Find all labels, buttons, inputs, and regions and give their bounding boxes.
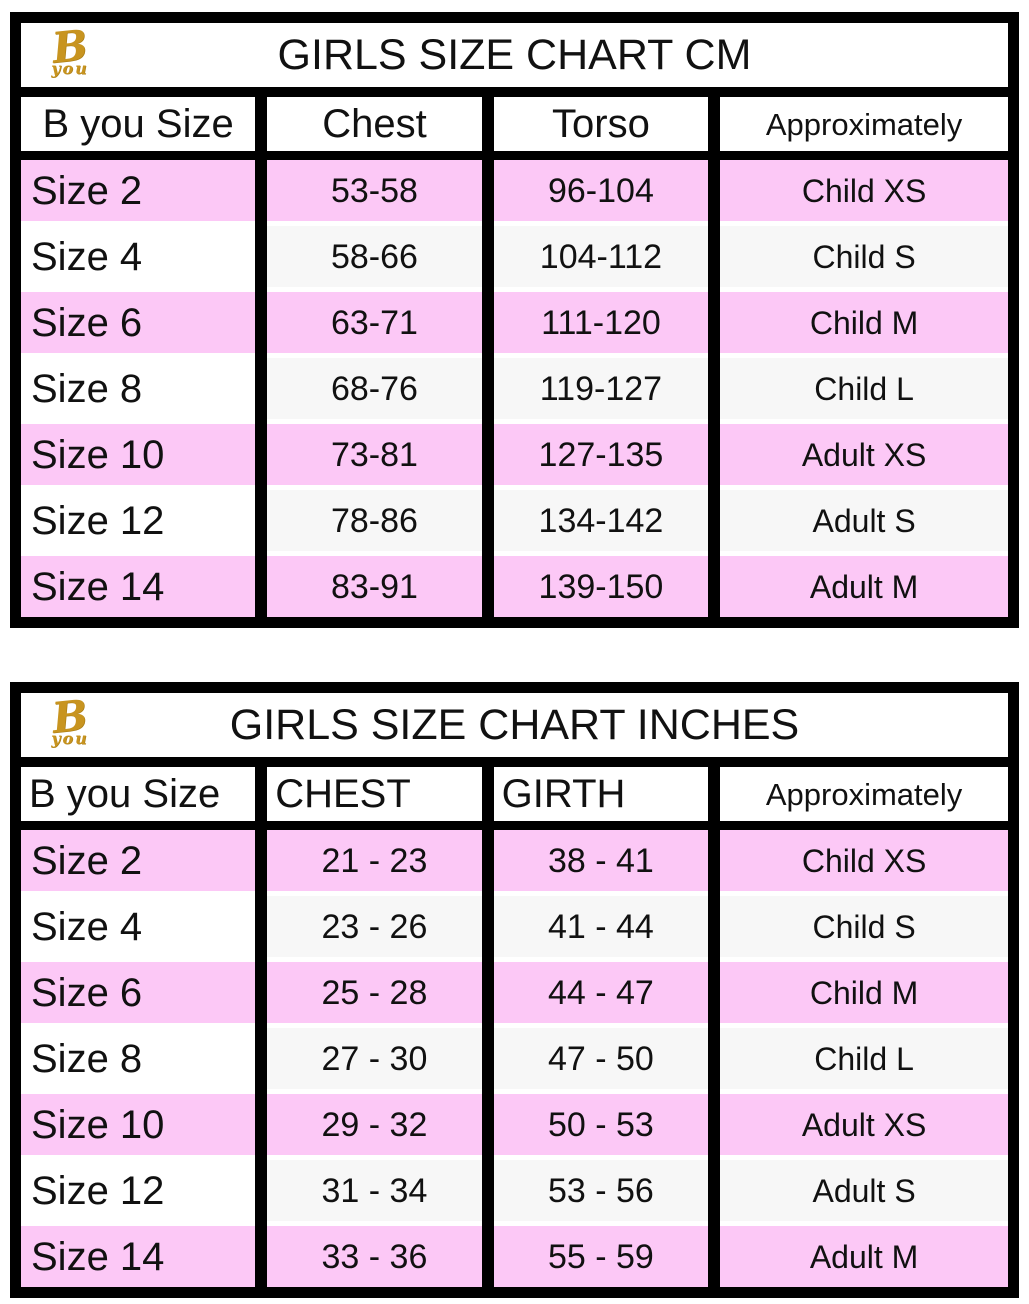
header-row: B you Size Chest Torso Approximately: [15, 92, 1014, 160]
table-row: Size 8 27 - 30 47 - 50 Child L: [15, 1023, 1014, 1092]
table-title-cell: B you GIRLS SIZE CHART INCHES: [15, 687, 1014, 767]
approx-cell: Adult S: [708, 1155, 1014, 1224]
brand-you-text: you: [51, 59, 89, 78]
chest-cell: 25 - 28: [255, 957, 488, 1026]
chest-cell: 31 - 34: [255, 1155, 488, 1224]
size-cell: Size 10: [15, 419, 262, 488]
b-you-logo: B you: [33, 20, 107, 78]
title-row: B you GIRLS SIZE CHART INCHES: [15, 687, 1014, 767]
header-approximately: Approximately: [708, 762, 1014, 830]
approx-cell: Child XS: [708, 823, 1014, 894]
size-cell: Size 12: [15, 1155, 262, 1224]
header-approximately: Approximately: [708, 92, 1014, 160]
table-row: Size 8 68-76 119-127 Child L: [15, 353, 1014, 422]
approx-cell: Adult M: [708, 551, 1014, 623]
chest-cell: 29 - 32: [255, 1089, 488, 1158]
size-cell: Size 4: [15, 221, 262, 290]
table-title-cell: B you GIRLS SIZE CHART CM: [15, 17, 1014, 97]
header-size: B you Size: [15, 92, 262, 160]
chest-cell: 33 - 36: [255, 1221, 488, 1293]
header-row: B you Size CHEST GIRTH Approximately: [15, 762, 1014, 830]
approx-cell: Child M: [708, 287, 1014, 356]
torso-cell: 104-112: [481, 221, 715, 290]
table-row: Size 12 31 - 34 53 - 56 Adult S: [15, 1155, 1014, 1224]
chest-cell: 21 - 23: [255, 823, 488, 894]
torso-cell: 139-150: [481, 551, 715, 623]
table-title: GIRLS SIZE CHART CM: [277, 30, 752, 79]
chest-cell: 63-71: [255, 287, 488, 356]
table-row: Size 10 29 - 32 50 - 53 Adult XS: [15, 1089, 1014, 1158]
title-row: B you GIRLS SIZE CHART CM: [15, 17, 1014, 97]
size-chart-cm-table: B you GIRLS SIZE CHART CM B you Size Che…: [10, 12, 1019, 628]
header-torso: Torso: [481, 92, 715, 160]
girth-cell: 50 - 53: [481, 1089, 715, 1158]
torso-cell: 127-135: [481, 419, 715, 488]
size-cell: Size 6: [15, 287, 262, 356]
table-row: Size 12 78-86 134-142 Adult S: [15, 485, 1014, 554]
chest-cell: 73-81: [255, 419, 488, 488]
size-cell: Size 8: [15, 353, 262, 422]
size-cell: Size 4: [15, 891, 262, 960]
header-size: B you Size: [15, 762, 262, 830]
chest-cell: 53-58: [255, 153, 488, 224]
approx-cell: Child S: [708, 891, 1014, 960]
table-title: GIRLS SIZE CHART INCHES: [229, 700, 800, 749]
chest-cell: 27 - 30: [255, 1023, 488, 1092]
torso-cell: 96-104: [481, 153, 715, 224]
approx-cell: Child L: [708, 1023, 1014, 1092]
brand-b-icon: B: [49, 20, 91, 73]
chest-cell: 68-76: [255, 353, 488, 422]
table-row: Size 14 83-91 139-150 Adult M: [15, 551, 1014, 623]
size-cell: Size 6: [15, 957, 262, 1026]
table-row: Size 4 58-66 104-112 Child S: [15, 221, 1014, 290]
size-chart-inches-table: B you GIRLS SIZE CHART INCHES B you Size…: [10, 682, 1019, 1298]
size-cell: Size 2: [15, 153, 262, 224]
table-row: Size 4 23 - 26 41 - 44 Child S: [15, 891, 1014, 960]
chest-cell: 23 - 26: [255, 891, 488, 960]
b-you-logo: B you: [33, 690, 107, 748]
approx-cell: Adult M: [708, 1221, 1014, 1293]
table-row: Size 6 63-71 111-120 Child M: [15, 287, 1014, 356]
table-row: Size 2 21 - 23 38 - 41 Child XS: [15, 823, 1014, 894]
brand-you-text: you: [51, 729, 89, 748]
girth-cell: 55 - 59: [481, 1221, 715, 1293]
table-row: Size 2 53-58 96-104 Child XS: [15, 153, 1014, 224]
girth-cell: 38 - 41: [481, 823, 715, 894]
size-cell: Size 10: [15, 1089, 262, 1158]
header-girth: GIRTH: [481, 762, 715, 830]
table-row: Size 14 33 - 36 55 - 59 Adult M: [15, 1221, 1014, 1293]
size-cell: Size 14: [15, 1221, 262, 1293]
chest-cell: 78-86: [255, 485, 488, 554]
approx-cell: Child XS: [708, 153, 1014, 224]
chest-cell: 83-91: [255, 551, 488, 623]
size-cell: Size 12: [15, 485, 262, 554]
girth-cell: 41 - 44: [481, 891, 715, 960]
size-cell: Size 8: [15, 1023, 262, 1092]
torso-cell: 119-127: [481, 353, 715, 422]
table-row: Size 6 25 - 28 44 - 47 Child M: [15, 957, 1014, 1026]
header-chest: Chest: [255, 92, 488, 160]
tables-gap: [10, 628, 1019, 682]
girth-cell: 44 - 47: [481, 957, 715, 1026]
table-row: Size 10 73-81 127-135 Adult XS: [15, 419, 1014, 488]
size-cell: Size 14: [15, 551, 262, 623]
approx-cell: Child L: [708, 353, 1014, 422]
size-cell: Size 2: [15, 823, 262, 894]
approx-cell: Adult XS: [708, 1089, 1014, 1158]
torso-cell: 134-142: [481, 485, 715, 554]
girth-cell: 53 - 56: [481, 1155, 715, 1224]
torso-cell: 111-120: [481, 287, 715, 356]
approx-cell: Child M: [708, 957, 1014, 1026]
approx-cell: Adult XS: [708, 419, 1014, 488]
approx-cell: Adult S: [708, 485, 1014, 554]
approx-cell: Child S: [708, 221, 1014, 290]
girth-cell: 47 - 50: [481, 1023, 715, 1092]
brand-b-icon: B: [49, 690, 91, 743]
header-chest: CHEST: [255, 762, 488, 830]
chest-cell: 58-66: [255, 221, 488, 290]
